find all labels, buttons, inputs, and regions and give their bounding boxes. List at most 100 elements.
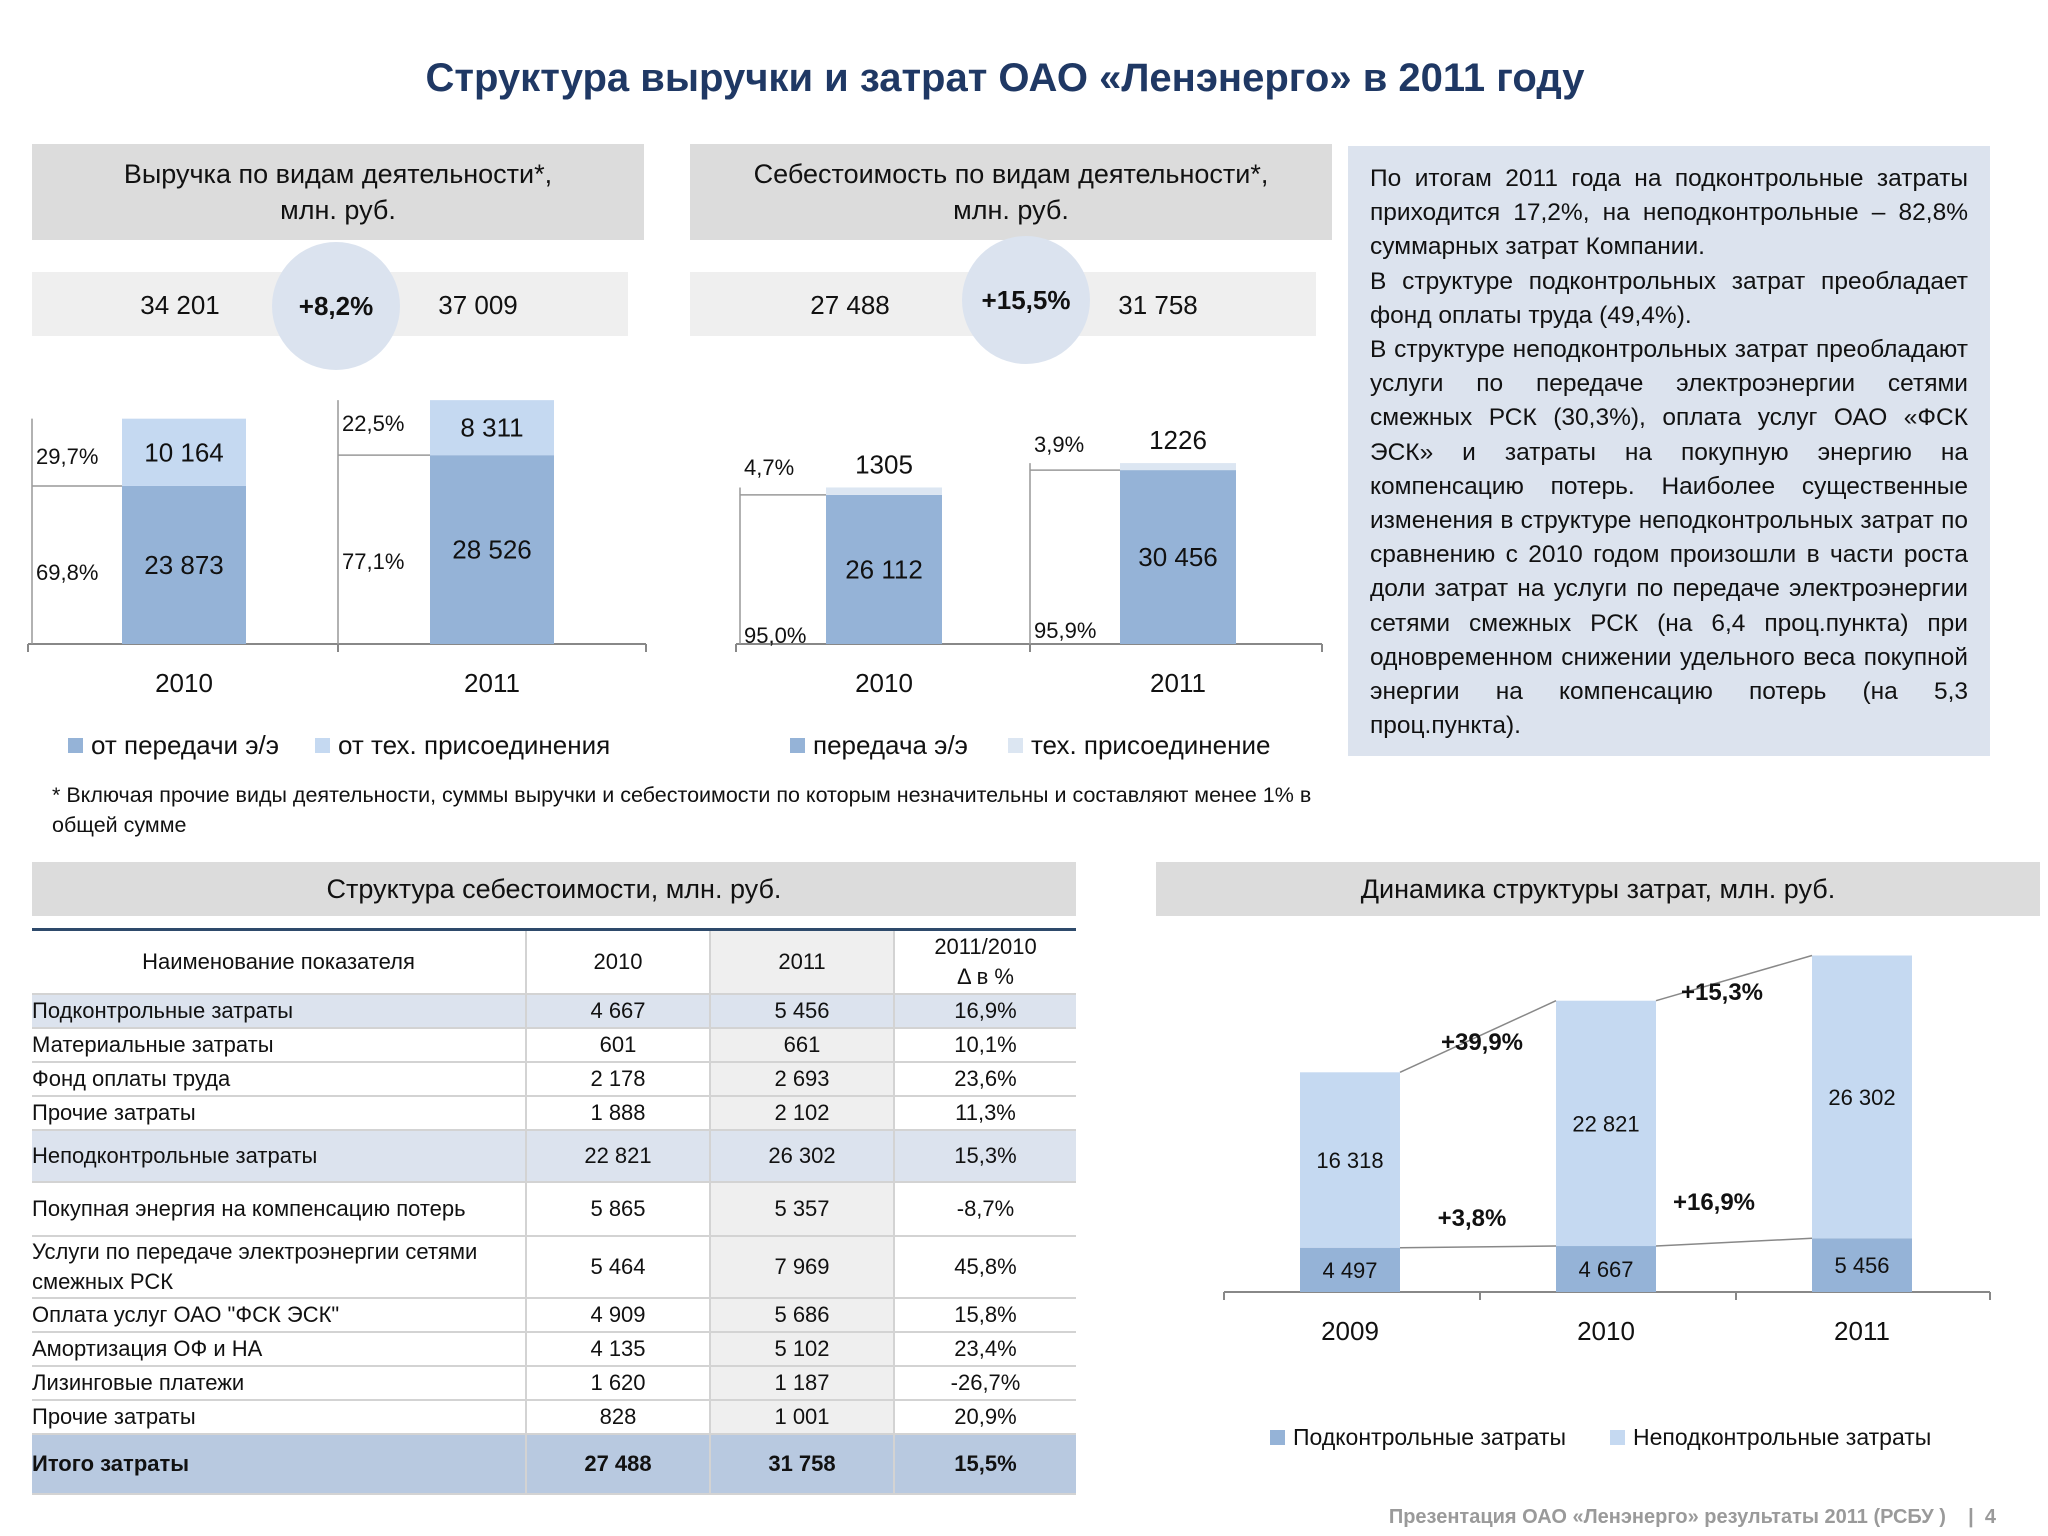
cost-growth-badge: +15,5% bbox=[962, 236, 1090, 364]
row-value-2011: 661 bbox=[709, 1027, 894, 1063]
data-label: 8 311 bbox=[460, 413, 523, 443]
row-delta: -8,7% bbox=[893, 1181, 1076, 1237]
row-name: Прочие затраты bbox=[32, 1399, 526, 1435]
table-row: Прочие затраты 828 1 001 20,9% bbox=[32, 1399, 1076, 1435]
category-label: 2011 bbox=[1150, 668, 1206, 698]
row-delta: 11,3% bbox=[893, 1095, 1076, 1131]
trend-line-controlled bbox=[1399, 1245, 1557, 1249]
row-value-2010: 601 bbox=[525, 1027, 710, 1063]
commentary-paragraph: По итогам 2011 года на подконтрольные за… bbox=[1370, 165, 1968, 261]
cost-structure-table: Наименование показателя 2010 2011 2011/2… bbox=[32, 928, 1076, 1495]
share-label: 69,8% bbox=[36, 560, 98, 585]
share-label: 29,7% bbox=[36, 444, 98, 469]
cost-table-header: Структура себестоимости, млн. руб. bbox=[32, 862, 1076, 916]
cost-legend: передача э/э тех. присоединение bbox=[790, 730, 1270, 761]
row-value-2011: 2 102 bbox=[709, 1095, 894, 1131]
bar-от тех. присоединения bbox=[430, 400, 554, 456]
bar-controlled bbox=[1812, 1238, 1912, 1292]
cost-total-2010: 27 488 bbox=[810, 290, 890, 320]
category-label: 2009 bbox=[1321, 1316, 1379, 1346]
row-name: Прочие затраты bbox=[32, 1095, 526, 1131]
category-label: 2010 bbox=[855, 668, 913, 698]
share-label: 4,7% bbox=[744, 455, 794, 480]
legend-label-cost-transmission: передача э/э bbox=[813, 730, 968, 760]
row-delta: 15,8% bbox=[893, 1297, 1076, 1333]
share-label: 77,1% bbox=[342, 549, 404, 574]
row-name: Подконтрольные затраты bbox=[32, 993, 526, 1029]
trend-line-uncontrolled bbox=[1655, 954, 1813, 1002]
row-name: Лизинговые платежи bbox=[32, 1365, 526, 1401]
row-name: Материальные затраты bbox=[32, 1027, 526, 1063]
legend-label-uncontrolled: Неподконтрольные затраты bbox=[1633, 1424, 1932, 1450]
category-label: 2011 bbox=[1834, 1316, 1890, 1346]
commentary-box: По итогам 2011 года на подконтрольные за… bbox=[1348, 146, 1990, 756]
row-value-2011: 5 456 bbox=[709, 993, 894, 1029]
share-label: 22,5% bbox=[342, 411, 404, 436]
share-label: 3,9% bbox=[1034, 432, 1084, 457]
row-value-2010: 1 888 bbox=[525, 1095, 710, 1131]
data-label: 28 526 bbox=[452, 535, 532, 565]
growth-annotation: +16,9% bbox=[1673, 1189, 1755, 1216]
row-value-2010: 1 620 bbox=[525, 1365, 710, 1401]
footer: Презентация ОАО «Ленэнерго» результаты 2… bbox=[1388, 1506, 1996, 1528]
growth-annotation: +3,8% bbox=[1438, 1205, 1507, 1232]
row-name: Фонд оплаты труда bbox=[32, 1061, 526, 1097]
bar-передача э/э bbox=[1120, 470, 1236, 644]
row-value-2010: 5 865 bbox=[525, 1181, 710, 1237]
data-label: 10 164 bbox=[144, 437, 224, 467]
row-delta: 23,4% bbox=[893, 1331, 1076, 1367]
table-row: Услуги по передаче электроэнергии сетями… bbox=[32, 1235, 1076, 1299]
table-row: Лизинговые платежи 1 620 1 187 -26,7% bbox=[32, 1365, 1076, 1401]
legend-swatch-cost-connection bbox=[1007, 738, 1023, 753]
row-value-2011: 31 758 bbox=[709, 1433, 894, 1495]
bar-передача э/э bbox=[826, 494, 942, 644]
bar-controlled bbox=[1300, 1247, 1400, 1292]
commentary-paragraph: В структуре подконтрольных затрат преобл… bbox=[1370, 267, 1968, 329]
bar-от тех. присоединения bbox=[122, 418, 246, 486]
row-name: Услуги по передаче электроэнергии сетями… bbox=[32, 1235, 526, 1299]
trend-line-uncontrolled bbox=[1399, 1000, 1557, 1073]
row-value-2010: 4 909 bbox=[525, 1297, 710, 1333]
data-label: 23 873 bbox=[144, 550, 224, 580]
row-value-2010: 828 bbox=[525, 1399, 710, 1435]
revenue-total-2011: 37 009 bbox=[438, 290, 518, 320]
row-delta: -26,7% bbox=[893, 1365, 1076, 1401]
bar-тех. присоединение bbox=[1120, 463, 1236, 471]
dynamics-header: Динамика структуры затрат, млн. руб. bbox=[1156, 862, 2040, 916]
row-value-2011: 7 969 bbox=[709, 1235, 894, 1299]
row-delta: 45,8% bbox=[893, 1235, 1076, 1299]
cost-panel-header: Себестоимость по видам деятельности*, мл… bbox=[690, 144, 1332, 240]
legend-swatch-controlled bbox=[1270, 1430, 1285, 1445]
dynamics-legend: Подконтрольные затраты Неподконтрольные … bbox=[1270, 1424, 1931, 1451]
bar-controlled bbox=[1556, 1246, 1656, 1292]
row-value-2010: 22 821 bbox=[525, 1129, 710, 1183]
table-row: Фонд оплаты труда 2 178 2 693 23,6% bbox=[32, 1061, 1076, 1097]
category-label: 2010 bbox=[1577, 1316, 1635, 1346]
table-row: Итого затраты 27 488 31 758 15,5% bbox=[32, 1433, 1076, 1495]
col-header-delta: 2011/2010 Δ в % bbox=[893, 929, 1076, 995]
data-label: 1226 bbox=[1149, 425, 1207, 455]
growth-annotation: +15,3% bbox=[1681, 979, 1763, 1006]
row-delta: 15,5% bbox=[893, 1433, 1076, 1495]
bar-от передачи э/э bbox=[122, 485, 246, 644]
bar-от передачи э/э bbox=[430, 455, 554, 644]
col-header-name: Наименование показателя bbox=[32, 929, 526, 995]
share-label: 95,0% bbox=[744, 623, 806, 648]
dynamics-chart: 4 497 16 318 2009 4 667 22 821 2010 5 456 26 30… bbox=[1223, 954, 1991, 1346]
data-label: 4 497 bbox=[1322, 1258, 1377, 1283]
cost-total-2011: 31 758 bbox=[1118, 290, 1198, 320]
row-name: Покупная энергия на компенсацию потерь bbox=[32, 1181, 526, 1237]
bar-uncontrolled bbox=[1300, 1072, 1400, 1248]
row-delta: 16,9% bbox=[893, 993, 1076, 1029]
data-label: 22 821 bbox=[1572, 1111, 1639, 1136]
row-name: Оплата услуг ОАО "ФСК ЭСК" bbox=[32, 1297, 526, 1333]
row-value-2010: 4 135 bbox=[525, 1331, 710, 1367]
row-value-2011: 1 187 bbox=[709, 1365, 894, 1401]
commentary-paragraph: В структуре неподконтрольных затрат прео… bbox=[1370, 336, 1968, 740]
legend-swatch-cost-transmission bbox=[790, 738, 805, 753]
data-label: 4 667 bbox=[1578, 1257, 1633, 1282]
row-name: Неподконтрольные затраты bbox=[32, 1129, 526, 1183]
row-value-2010: 27 488 bbox=[525, 1433, 710, 1495]
bar-тех. присоединение bbox=[826, 487, 942, 495]
legend-swatch-connection bbox=[315, 738, 331, 753]
